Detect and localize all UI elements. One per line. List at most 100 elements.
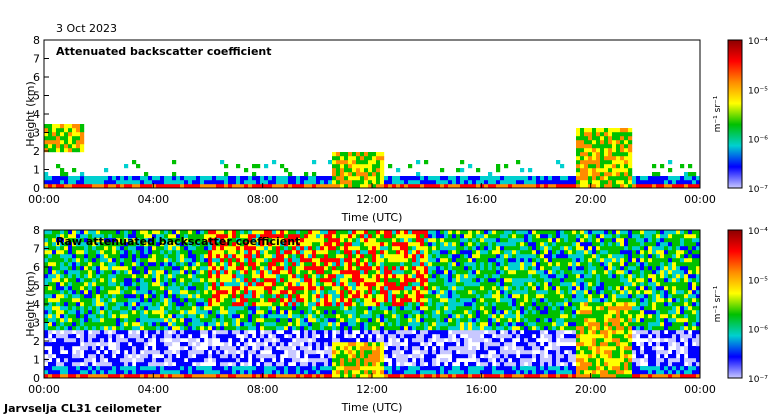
heatmap-cell bbox=[416, 326, 421, 331]
heatmap-cell bbox=[84, 306, 89, 311]
heatmap-cell bbox=[196, 342, 201, 347]
heatmap-cell bbox=[108, 302, 113, 307]
heatmap-cell bbox=[492, 238, 497, 243]
heatmap-cell bbox=[392, 306, 397, 311]
heatmap-cell bbox=[664, 180, 669, 185]
heatmap-cell bbox=[452, 298, 457, 303]
heatmap-cell bbox=[320, 338, 325, 343]
heatmap-cell bbox=[456, 286, 461, 291]
heatmap-cell bbox=[168, 302, 173, 307]
heatmap-cell bbox=[324, 338, 329, 343]
heatmap-cell bbox=[440, 234, 445, 239]
heatmap-cell bbox=[368, 254, 373, 259]
heatmap-cell bbox=[356, 282, 361, 287]
heatmap-cell bbox=[580, 180, 585, 185]
heatmap-cell bbox=[288, 310, 293, 315]
heatmap-cell bbox=[240, 246, 245, 251]
heatmap-cell bbox=[240, 330, 245, 335]
heatmap-cell bbox=[60, 128, 65, 133]
heatmap-cell bbox=[296, 366, 301, 371]
heatmap-cell bbox=[448, 302, 453, 307]
colorbar-ticks: 10⁻⁴10⁻⁵10⁻⁶10⁻⁷ bbox=[748, 37, 768, 195]
heatmap-cell bbox=[188, 254, 193, 259]
heatmap-cell bbox=[260, 258, 265, 263]
heatmap-cell bbox=[252, 234, 257, 239]
heatmap-cell bbox=[444, 278, 449, 283]
heatmap-cell bbox=[316, 270, 321, 275]
heatmap-cell bbox=[388, 354, 393, 359]
heatmap-cell bbox=[628, 160, 633, 165]
heatmap-cell bbox=[244, 184, 249, 189]
heatmap-cell bbox=[244, 350, 249, 355]
heatmap-cell bbox=[448, 362, 453, 367]
heatmap-cell bbox=[400, 358, 405, 363]
heatmap-cell bbox=[72, 318, 77, 323]
heatmap-cell bbox=[88, 342, 93, 347]
heatmap-cell bbox=[76, 362, 81, 367]
heatmap-cell bbox=[304, 374, 309, 379]
heatmap-cell bbox=[196, 278, 201, 283]
heatmap-cell bbox=[264, 262, 269, 267]
heatmap-cell bbox=[280, 314, 285, 319]
heatmap-cell bbox=[328, 334, 333, 339]
heatmap-cell bbox=[48, 132, 53, 137]
heatmap-cell bbox=[152, 334, 157, 339]
heatmap-cell bbox=[272, 374, 277, 379]
heatmap-cell bbox=[260, 246, 265, 251]
heatmap-cell bbox=[420, 326, 425, 331]
heatmap-cell bbox=[96, 234, 101, 239]
heatmap-cell bbox=[84, 374, 89, 379]
heatmap-cell bbox=[248, 184, 253, 189]
heatmap-cell bbox=[372, 374, 377, 379]
heatmap-cell bbox=[328, 160, 333, 165]
heatmap-cell bbox=[592, 148, 597, 153]
heatmap-cell bbox=[176, 262, 181, 267]
heatmap-cell bbox=[404, 270, 409, 275]
heatmap-cell bbox=[52, 136, 57, 141]
heatmap-cell bbox=[428, 318, 433, 323]
heatmap-cell bbox=[260, 326, 265, 331]
heatmap-cell bbox=[484, 298, 489, 303]
heatmap-cell bbox=[476, 262, 481, 267]
heatmap-cell bbox=[148, 326, 153, 331]
heatmap-cell bbox=[76, 322, 81, 327]
heatmap-cell bbox=[492, 370, 497, 375]
heatmap-cell bbox=[68, 330, 73, 335]
heatmap-cell bbox=[136, 342, 141, 347]
heatmap-cell bbox=[260, 290, 265, 295]
heatmap-cell bbox=[220, 294, 225, 299]
heatmap-cell bbox=[288, 250, 293, 255]
heatmap-cell bbox=[272, 362, 277, 367]
heatmap-cell bbox=[52, 278, 57, 283]
heatmap-cell bbox=[420, 250, 425, 255]
heatmap-cell bbox=[276, 334, 281, 339]
heatmap-cell bbox=[408, 366, 413, 371]
heatmap-cell bbox=[192, 234, 197, 239]
heatmap-cell bbox=[476, 366, 481, 371]
heatmap-cell bbox=[84, 338, 89, 343]
heatmap-cell bbox=[404, 346, 409, 351]
heatmap-cell bbox=[244, 366, 249, 371]
heatmap-cell bbox=[380, 302, 385, 307]
heatmap-cell bbox=[152, 282, 157, 287]
heatmap-cell bbox=[492, 184, 497, 189]
heatmap-cell bbox=[184, 362, 189, 367]
heatmap-cell bbox=[324, 278, 329, 283]
heatmap-cell bbox=[248, 234, 253, 239]
heatmap-cell bbox=[284, 306, 289, 311]
heatmap-cell bbox=[248, 346, 253, 351]
heatmap-cell bbox=[456, 330, 461, 335]
heatmap-cell bbox=[144, 350, 149, 355]
heatmap-cell bbox=[288, 294, 293, 299]
heatmap-cell bbox=[228, 290, 233, 295]
heatmap-cell bbox=[500, 354, 505, 359]
heatmap-cell bbox=[116, 246, 121, 251]
heatmap-cell bbox=[460, 326, 465, 331]
heatmap-cell bbox=[256, 266, 261, 271]
heatmap-cell bbox=[440, 310, 445, 315]
heatmap-cell bbox=[288, 262, 293, 267]
heatmap-cell bbox=[76, 298, 81, 303]
heatmap-cell bbox=[68, 282, 73, 287]
heatmap-cell bbox=[124, 330, 129, 335]
heatmap-cell bbox=[132, 294, 137, 299]
